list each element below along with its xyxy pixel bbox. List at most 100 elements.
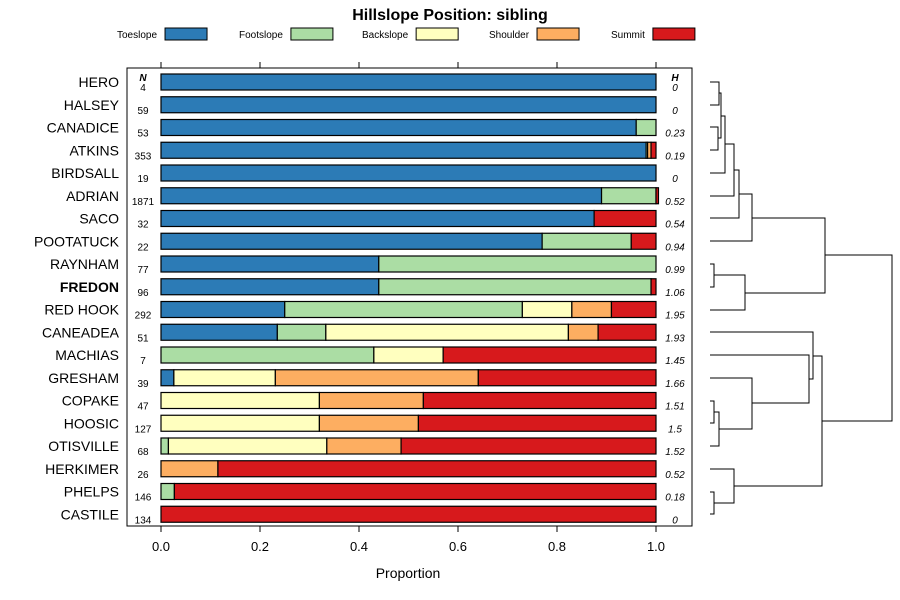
series-label-hoosic: HOOSIC: [64, 415, 119, 431]
dendrogram-branch-9: [745, 217, 826, 294]
n-header: N: [139, 73, 147, 84]
row-hoosic: HOOSIC 127 1.5: [64, 414, 682, 435]
bar-saco-toeslope: [160, 209, 595, 228]
series-label-birdsall: BIRDSALL: [51, 165, 119, 181]
bar-canadice-toeslope: [160, 118, 637, 137]
x-axis-label: Proportion: [376, 565, 441, 581]
legend-swatch-shoulder: [536, 27, 580, 41]
row-caneadea: CANEADEA 51 1.93: [42, 323, 685, 344]
dendrogram-branch-13: [710, 354, 810, 404]
row-machias: MACHIAS 7 1.45: [55, 346, 685, 367]
series-label-otisville: OTISVILLE: [48, 438, 119, 454]
series-label-copake: COPAKE: [62, 393, 119, 409]
h-value-halsey: 0: [672, 106, 678, 117]
bar-atkins-summit: [650, 141, 657, 159]
n-value-gresham: 39: [137, 379, 149, 390]
bar-canadice-footslope: [635, 118, 657, 137]
series-label-fredon: FREDON: [60, 279, 119, 295]
legend-swatch-backslope: [415, 27, 459, 41]
legend-label-backslope: Backslope: [362, 30, 409, 41]
bar-raynham-footslope: [378, 255, 657, 273]
bar-pootatuck-toeslope: [160, 232, 543, 250]
n-value-fredon: 96: [137, 288, 149, 299]
row-halsey: HALSEY 59 0: [64, 96, 678, 117]
x-tick-label-0: 0.0: [152, 539, 170, 554]
row-raynham: RAYNHAM 77 0.99: [50, 255, 685, 276]
n-value-canadice: 53: [137, 129, 149, 140]
h-value-saco: 0.54: [665, 220, 685, 231]
n-value-machias: 7: [140, 356, 146, 367]
row-fredon: FREDON 96 1.06: [60, 278, 685, 299]
legend-swatch-toeslope: [164, 27, 208, 41]
legend-label-footslope: Footslope: [239, 30, 283, 41]
n-value-copake: 47: [137, 402, 149, 413]
legend-label-summit: Summit: [611, 30, 645, 41]
h-value-atkins: 0.19: [665, 151, 685, 162]
h-value-birdsall: 0: [672, 174, 678, 185]
bar-caneadea-summit: [597, 323, 657, 341]
dendrogram-branch-4: [710, 143, 735, 197]
series-label-red-hook: RED HOOK: [44, 302, 119, 318]
n-value-herkimer: 26: [137, 470, 149, 481]
row-otisville: OTISVILLE 68 1.52: [48, 437, 685, 458]
h-value-raynham: 0.99: [665, 265, 685, 276]
legend-swatch-footslope: [290, 27, 334, 41]
bar-fredon-footslope: [378, 278, 652, 296]
bar-caneadea-footslope: [276, 323, 327, 341]
bar-red-hook-toeslope: [160, 300, 286, 319]
legend-swatch-summit: [652, 27, 696, 41]
h-value-hero: 0: [672, 83, 678, 94]
n-value-pootatuck: 22: [137, 242, 149, 253]
rows: HERO 4 0 HALSEY 59 0 CANADICE 53 0.23 ATKINS 353 0.…: [34, 73, 685, 526]
x-tick-label-3: 0.6: [449, 539, 467, 554]
bar-caneadea-toeslope: [160, 323, 278, 341]
h-value-castile: 0: [672, 515, 678, 526]
bar-birdsall-toeslope: [160, 164, 657, 182]
bar-machias-summit: [442, 346, 657, 364]
h-value-herkimer: 0.52: [665, 470, 685, 481]
bar-otisville-backslope: [167, 437, 328, 455]
dendrogram: [710, 81, 893, 515]
bar-phelps-footslope: [160, 482, 175, 501]
bar-red-hook-footslope: [284, 300, 523, 319]
bar-adrian-toeslope: [160, 187, 603, 205]
row-castile: CASTILE 134 0: [61, 505, 678, 526]
h-value-machias: 1.45: [665, 356, 685, 367]
h-value-copake: 1.51: [665, 402, 684, 413]
h-value-otisville: 1.52: [665, 447, 685, 458]
bar-gresham-summit: [477, 369, 657, 387]
bar-otisville-summit: [400, 437, 657, 455]
plot-panel: [126, 67, 693, 527]
bar-copake-shoulder: [318, 391, 424, 410]
h-value-hoosic: 1.5: [668, 424, 682, 435]
bar-machias-backslope: [373, 346, 444, 364]
bar-red-hook-summit: [610, 300, 657, 319]
row-hero: HERO 4 0: [79, 73, 678, 94]
row-gresham: GRESHAM 39 1.66: [48, 369, 685, 390]
h-value-fredon: 1.06: [665, 288, 685, 299]
series-label-gresham: GRESHAM: [48, 370, 119, 386]
row-red-hook: RED HOOK 292 1.95: [44, 300, 685, 322]
bar-halsey-toeslope: [160, 96, 657, 114]
n-value-hoosic: 127: [135, 424, 152, 435]
h-value-canadice: 0.23: [665, 129, 685, 140]
bar-copake-backslope: [160, 391, 320, 410]
dendrogram-branch-1: [710, 126, 719, 151]
row-saco: SACO 32 0.54: [79, 209, 685, 231]
n-value-phelps: 146: [135, 493, 152, 504]
bar-herkimer-summit: [217, 460, 657, 478]
bar-hoosic-backslope: [160, 414, 320, 432]
x-axis: 0.0 0.2 0.4 0.6 0.8 1.0: [152, 62, 665, 554]
row-pootatuck: POOTATUCK 22 0.94: [34, 232, 685, 253]
row-copake: COPAKE 47 1.51: [62, 391, 685, 413]
bar-otisville-shoulder: [326, 437, 402, 455]
series-label-raynham: RAYNHAM: [50, 256, 119, 272]
series-label-caneadea: CANEADEA: [42, 324, 120, 340]
dendrogram-branch-12: [710, 377, 753, 430]
row-atkins: ATKINS 353 0.19: [69, 141, 685, 162]
dendrogram-branch-7: [710, 263, 715, 288]
x-tick-label-4: 0.8: [548, 539, 566, 554]
bar-hoosic-shoulder: [318, 414, 419, 432]
legend: Toeslope Footslope Backslope Shoulder Summit: [117, 27, 696, 41]
